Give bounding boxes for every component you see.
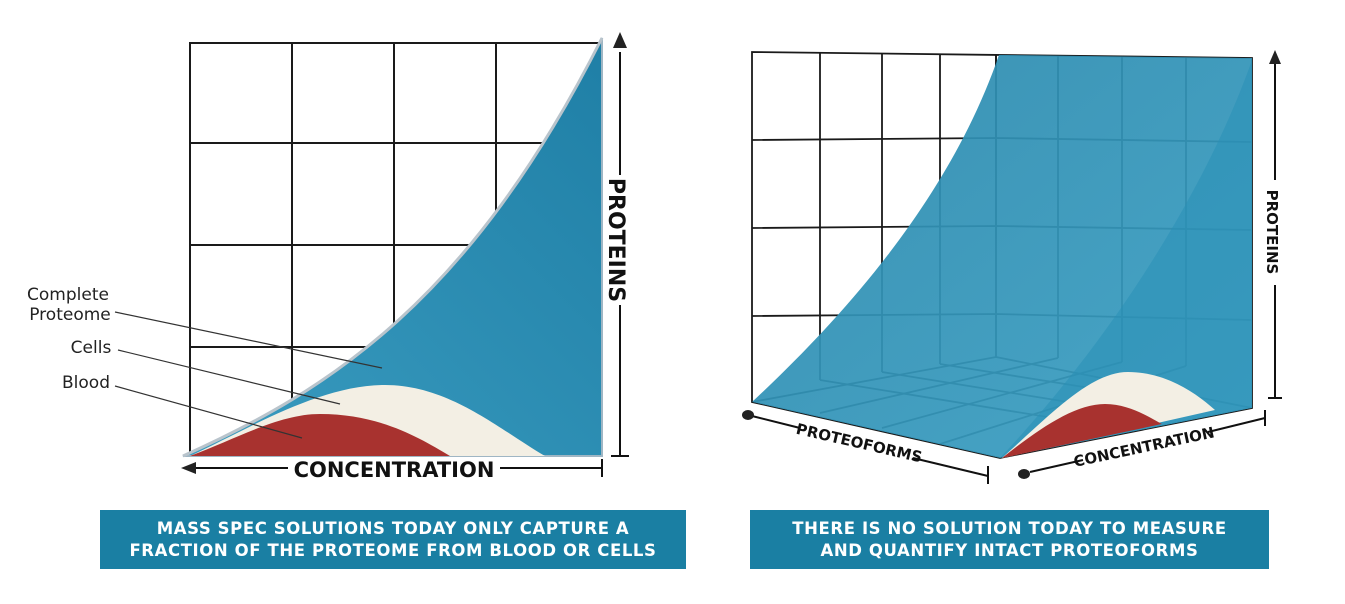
right-left-arrow-icon (1018, 469, 1030, 479)
right-blood-area (1002, 404, 1162, 458)
left-chart: PROTEINS CONCENTRATION Complete Proteome… (27, 32, 629, 482)
callouts: Complete Proteome Cells Blood (27, 285, 383, 439)
right-x-axis (1018, 410, 1266, 479)
right-caption: THERE IS NO SOLUTION TODAY TO MEASURE AN… (750, 510, 1269, 569)
left-caption-line1: MASS SPEC SOLUTIONS TODAY ONLY CAPTURE A (156, 518, 630, 538)
left-x-axis (181, 459, 603, 477)
up-arrow-icon (1269, 50, 1281, 64)
callout-complete-line2: Proteome (29, 305, 111, 325)
right-caption-line2: AND QUANTIFY INTACT PROTEOFORMS (820, 540, 1199, 560)
callout-cells: Cells (71, 338, 112, 358)
left-caption: MASS SPEC SOLUTIONS TODAY ONLY CAPTURE A… (100, 510, 686, 569)
left-x-axis-label: CONCENTRATION (294, 458, 495, 482)
right-y-axis-label: PROTEINS (1263, 190, 1281, 275)
callout-blood-leader (114, 385, 303, 439)
depth-arrow-icon (742, 410, 754, 420)
up-arrow-icon (613, 32, 627, 48)
right-depth-axis (742, 410, 989, 484)
callout-cells-leader (117, 349, 341, 405)
right-chart: PROTEINS PROTEOFORMS CONCENTRATION (742, 50, 1282, 484)
complete-proteome-edge (182, 37, 604, 458)
left-arrow-icon (181, 462, 196, 474)
right-caption-line1: THERE IS NO SOLUTION TODAY TO MEASURE (792, 518, 1227, 538)
blood-area (190, 414, 450, 456)
proteoform-surface-fold (1000, 60, 1252, 458)
callout-complete-line1: Complete (27, 285, 109, 305)
callout-complete-leader (114, 311, 383, 369)
callout-blood: Blood (62, 373, 110, 393)
left-caption-line2: FRACTION OF THE PROTEOME FROM BLOOD OR C… (129, 540, 657, 560)
right-y-axis (1268, 50, 1282, 399)
left-y-axis (611, 32, 629, 457)
left-y-axis-label: PROTEINS (603, 178, 628, 302)
